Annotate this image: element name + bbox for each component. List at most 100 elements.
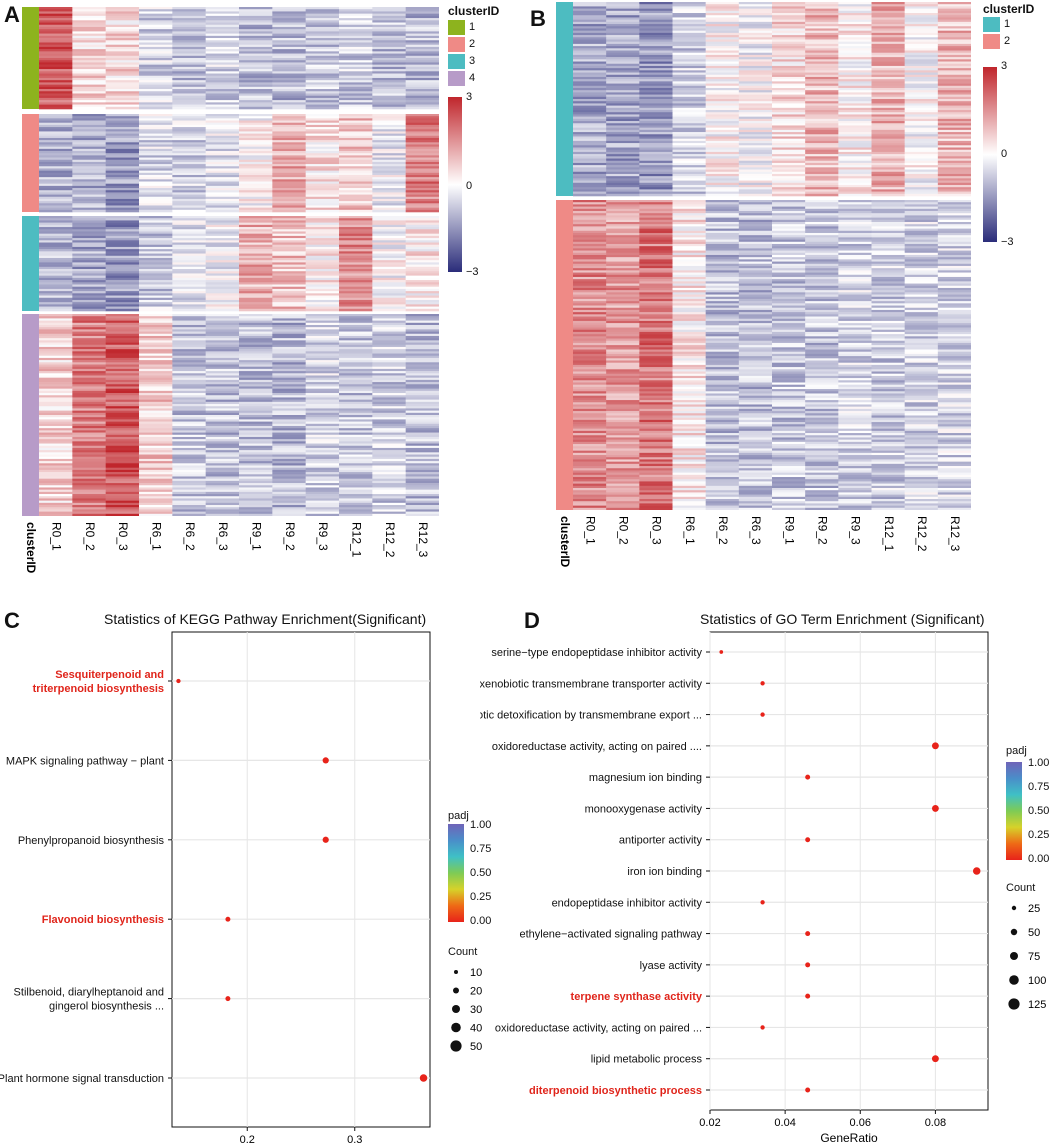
legend-title-a: clusterID — [448, 4, 500, 18]
y-tick-label: serine−type endopeptidase inhibitor acti… — [491, 647, 702, 659]
column-label: R12_1 — [349, 522, 363, 558]
column-label: R9_1 — [249, 522, 263, 551]
count-legend-label: 125 — [1028, 999, 1046, 1011]
y-tick-label: antiporter activity — [619, 835, 703, 847]
column-label: R6_3 — [216, 522, 230, 551]
column-label: R12_3 — [948, 516, 962, 552]
y-tick-label: gingerol biosynthesis ... — [49, 1001, 164, 1013]
y-tick-label: oxidoreductase activity, acting on paire… — [495, 1022, 702, 1034]
y-tick-label: xenobiotic transmembrane transporter act… — [480, 678, 702, 690]
y-tick-label: iron ion binding — [627, 866, 702, 878]
x-tick-label: 0.06 — [850, 1117, 871, 1129]
padj-tick-c-1: 0.75 — [470, 843, 492, 855]
count-legend-c: 10 20 30 40 50 — [450, 967, 482, 1053]
x-tick-label: 0.02 — [699, 1117, 720, 1129]
data-point — [176, 678, 181, 684]
row-annotation-label: clusterID — [24, 522, 38, 574]
colorbar-b-min: −3 — [1001, 236, 1014, 248]
data-point — [225, 996, 231, 1002]
count-legend-label: 20 — [470, 986, 482, 998]
column-label: R12_2 — [915, 516, 929, 552]
data-point — [805, 993, 811, 999]
padj-tick-d-3: 0.25 — [1028, 829, 1050, 841]
data-point — [931, 1055, 939, 1063]
legend-label-a-3: 3 — [469, 55, 476, 67]
y-tick-label: endopeptidase inhibitor activity — [552, 897, 703, 909]
data-point — [760, 712, 765, 717]
legend-swatch-a-4 — [448, 71, 465, 86]
count-legend-dot — [1010, 952, 1018, 960]
colorbar-b-max: 3 — [1001, 60, 1008, 72]
count-legend-dot — [450, 1040, 462, 1052]
padj-tick-d-1: 0.75 — [1028, 781, 1050, 793]
cluster-bar-a-3 — [22, 216, 39, 311]
y-tick-label: MAPK signaling pathway − plant — [6, 755, 164, 767]
y-tick-label: Sesquiterpenoid and — [55, 669, 164, 681]
data-point — [972, 867, 981, 875]
cluster-bar-b-1 — [556, 2, 573, 196]
heatmap-b-column-labels: R0_1 R0_2 R0_3 R6_1 R6_2 R6_3 R9_1 R9_2 R9_3 R12_… — [558, 516, 962, 568]
count-legend-dot — [451, 1022, 461, 1033]
data-point — [931, 804, 939, 812]
column-label: R6_1 — [683, 516, 697, 545]
padj-legend-title-c: padj — [448, 810, 469, 822]
data-point — [805, 1087, 811, 1093]
data-point — [931, 742, 939, 750]
y-tick-label: lyase activity — [640, 960, 703, 972]
count-legend-dot — [1009, 975, 1019, 985]
column-label: R0_3 — [650, 516, 664, 545]
data-point — [760, 900, 765, 905]
data-point — [760, 1025, 765, 1030]
count-legend-title-d: Count — [1006, 882, 1036, 894]
count-legend-label: 50 — [470, 1041, 482, 1053]
panel-label-b: B — [530, 6, 546, 31]
data-point — [760, 681, 765, 686]
legend-title-b: clusterID — [983, 2, 1035, 16]
data-point — [419, 1074, 428, 1082]
column-label: R6_2 — [183, 522, 197, 551]
y-tick-label: monooxygenase activity — [585, 803, 703, 815]
padj-tick-d-2: 0.50 — [1028, 805, 1050, 817]
y-tick-label: oxidoreductase activity, acting on paire… — [492, 741, 702, 753]
colorbar-b-mid: 0 — [1001, 148, 1008, 160]
x-tick-label: 0.08 — [925, 1117, 946, 1129]
go-enrichment-plot: serine−type endopeptidase inhibitor acti… — [480, 631, 989, 1145]
colorbar-a-min: −3 — [466, 266, 479, 278]
panel-label-d: D — [524, 608, 540, 633]
column-label: R0_1 — [583, 516, 597, 545]
column-label: R6_2 — [716, 516, 730, 545]
cluster-bar-b-2 — [556, 200, 573, 510]
y-tick-label: terpene synthase activity — [571, 991, 703, 1003]
legend-label-b-2: 2 — [1004, 35, 1011, 47]
legend-swatch-a-1 — [448, 20, 465, 35]
count-legend-dot — [453, 987, 459, 994]
colorbar-a-mid: 0 — [466, 180, 473, 192]
y-tick-label: Flavonoid biosynthesis — [42, 914, 164, 926]
heatmap-a-column-labels: R0_1 R0_2 R0_3 R6_1 R6_2 R6_3 R9_1 R9_2 R9_3 R12_… — [24, 522, 430, 574]
row-annotation-label: clusterID — [558, 516, 572, 568]
padj-tick-c-3: 0.25 — [470, 891, 492, 903]
count-legend-label: 10 — [470, 967, 482, 979]
count-legend-dot — [454, 970, 458, 974]
legend-label-a-4: 4 — [469, 72, 476, 84]
y-tick-label: Stilbenoid, diarylheptanoid and — [14, 987, 164, 999]
count-legend-dot — [452, 1005, 460, 1013]
heatmap-a — [39, 7, 439, 516]
data-point — [805, 931, 811, 937]
count-legend-dot — [1011, 905, 1017, 911]
count-legend-label: 25 — [1028, 903, 1040, 915]
legend-label-a-1: 1 — [469, 21, 476, 33]
legend-label-a-2: 2 — [469, 38, 476, 50]
colorbar-a-max: 3 — [466, 91, 473, 103]
padj-tick-c-2: 0.50 — [470, 867, 492, 879]
legend-swatch-b-1 — [983, 17, 1000, 32]
padj-tick-c-4: 0.00 — [470, 915, 492, 927]
count-legend-label: 30 — [470, 1004, 482, 1016]
cluster-bar-a-1 — [22, 7, 39, 109]
count-legend-d: 25 50 75 100 125 — [1008, 903, 1046, 1011]
column-label: R9_1 — [782, 516, 796, 545]
column-label: R0_2 — [617, 516, 631, 545]
column-label: R12_1 — [882, 516, 896, 552]
count-legend-title-c: Count — [448, 946, 478, 958]
count-legend-label: 100 — [1028, 975, 1046, 987]
